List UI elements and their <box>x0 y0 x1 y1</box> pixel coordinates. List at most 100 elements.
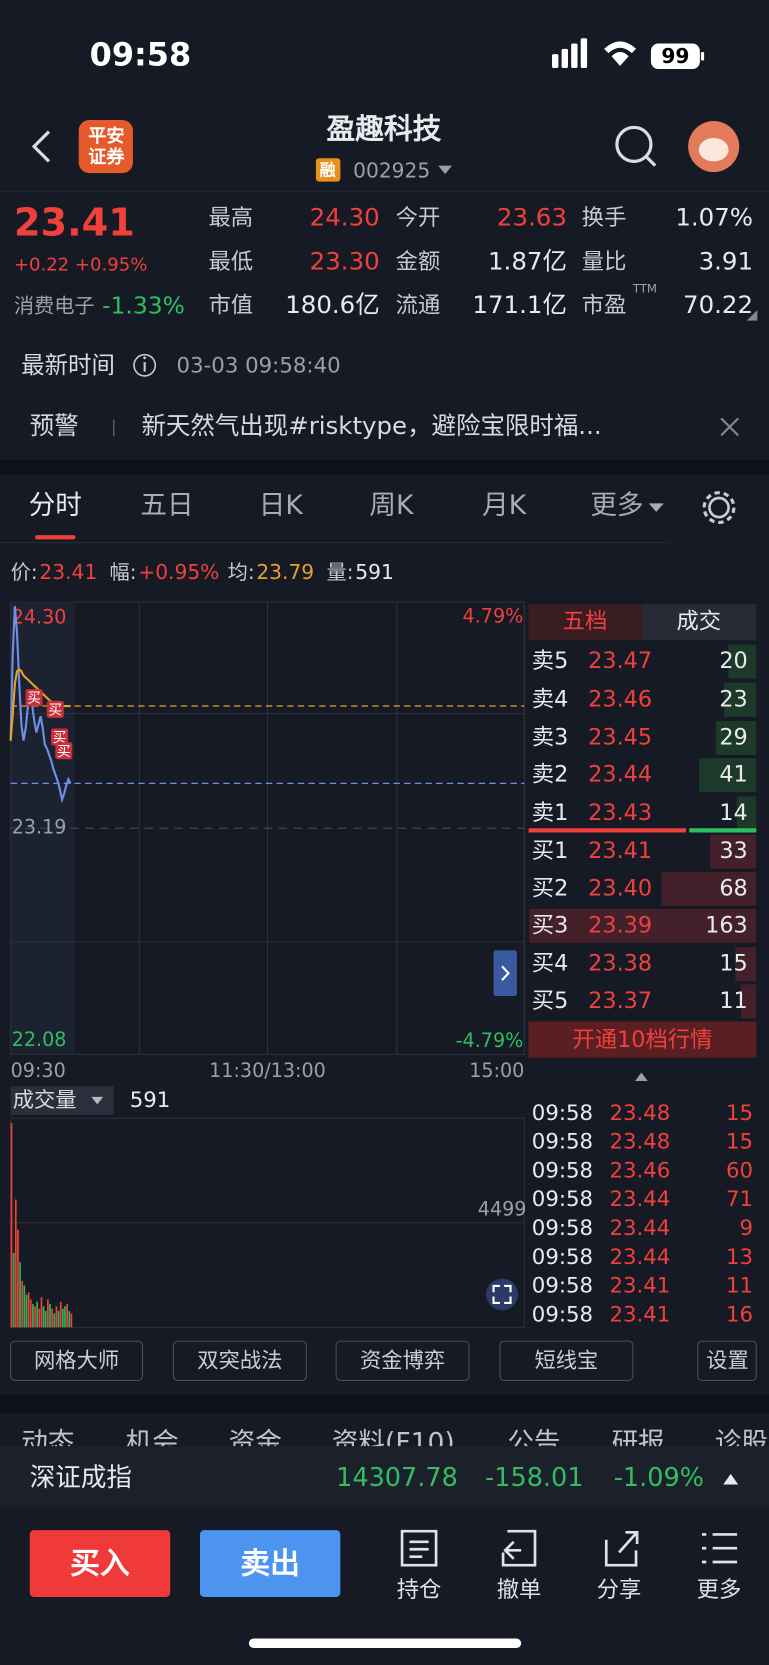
tool-label[interactable]: 短线宝 <box>534 1348 598 1373</box>
ratio-bar <box>689 828 757 833</box>
volume-bar <box>12 1252 15 1328</box>
y-tick-label: 22.08 <box>12 1028 67 1051</box>
sell-button[interactable] <box>199 1530 341 1598</box>
section-divider <box>0 1394 769 1414</box>
action-icon[interactable] <box>701 1533 738 1564</box>
chart-tab[interactable]: 月K <box>482 490 527 521</box>
section-tab[interactable]: 公告 <box>507 1428 560 1459</box>
volume-bar <box>17 1229 19 1328</box>
upgrade-label[interactable]: 开通10档行情 <box>572 1027 712 1053</box>
depth-bar <box>735 947 757 982</box>
chart-tab[interactable]: 周K <box>369 490 414 521</box>
trade-volume: 13 <box>726 1245 753 1270</box>
index-bar[interactable] <box>0 1446 769 1508</box>
tool-button[interactable] <box>335 1340 470 1381</box>
buy-label[interactable]: 买入 <box>70 1547 130 1582</box>
depth-bar <box>661 871 757 906</box>
section-tab[interactable]: 资金 <box>229 1428 282 1459</box>
chart-tab[interactable]: 更多 <box>590 490 643 521</box>
battery-level: 99 <box>661 44 689 68</box>
section-tab[interactable]: 动态 <box>21 1428 74 1459</box>
order-tab-active[interactable] <box>528 604 643 641</box>
back-button[interactable] <box>31 130 51 163</box>
search-icon[interactable] <box>615 125 653 163</box>
section-tab[interactable]: 研报 <box>612 1428 665 1459</box>
volume-bar <box>32 1304 34 1328</box>
stat-value: 1.87亿 <box>488 246 567 275</box>
section-tab[interactable]: 机会 <box>126 1428 179 1459</box>
chart-tab[interactable]: 分时 <box>29 490 82 521</box>
tool-button[interactable] <box>172 1340 307 1381</box>
info-icon[interactable] <box>133 353 157 377</box>
order-level: 买5 <box>532 988 569 1014</box>
section-divider <box>0 459 769 475</box>
info-label: 均: <box>228 560 255 584</box>
trade-time: 09:58 <box>532 1302 593 1327</box>
settings-gear[interactable] <box>708 496 730 519</box>
buy-marker <box>46 700 64 718</box>
alert-text[interactable]: 新天然气出现#risktype，避险宝限时福... <box>141 411 601 440</box>
volume-bar <box>36 1301 39 1328</box>
trade-volume: 15 <box>726 1101 753 1126</box>
action-icon[interactable] <box>501 1529 537 1567</box>
trade-price: 23.46 <box>609 1158 670 1183</box>
order-volume: 68 <box>719 875 747 901</box>
order-tab[interactable] <box>642 604 757 641</box>
volume-title[interactable]: 成交量 <box>13 1088 77 1113</box>
action-icon[interactable] <box>604 1530 639 1567</box>
tool-label[interactable]: 网格大师 <box>34 1348 119 1373</box>
upgrade-button[interactable] <box>528 1021 757 1058</box>
action-label[interactable]: 分享 <box>597 1577 642 1603</box>
trade-volume: 9 <box>740 1216 754 1241</box>
active-tab-indicator <box>35 535 76 540</box>
action-label[interactable]: 持仓 <box>397 1577 442 1603</box>
order-tab-label[interactable]: 成交 <box>676 609 721 635</box>
section-tab[interactable]: 资料(F10) <box>332 1428 455 1459</box>
buy-button[interactable] <box>29 1530 171 1598</box>
chart-tab[interactable]: 日K <box>259 490 304 521</box>
action-label[interactable]: 更多 <box>697 1577 742 1603</box>
tool-label[interactable]: 双突战法 <box>197 1348 282 1373</box>
price-change: +0.22 +0.95% <box>14 254 148 275</box>
update-time: 03-03 09:58:40 <box>177 353 341 378</box>
depth-bar <box>529 908 757 943</box>
action-icon[interactable] <box>400 1529 438 1567</box>
trade-price: 23.41 <box>609 1274 670 1299</box>
section-tab[interactable]: 诊股 <box>715 1428 768 1459</box>
dropdown-arrow <box>648 503 664 512</box>
close-button[interactable] <box>720 417 739 437</box>
settings-gear[interactable] <box>702 491 736 525</box>
sell-label[interactable]: 卖出 <box>240 1547 300 1582</box>
fullscreen-button[interactable] <box>486 1278 518 1311</box>
trade-time: 09:58 <box>532 1216 593 1241</box>
y-tick-label: 4499 <box>478 1198 527 1221</box>
volume-bar <box>68 1311 71 1328</box>
volume-bar <box>51 1308 54 1328</box>
order-level: 买3 <box>532 912 569 938</box>
tool-button[interactable] <box>499 1340 634 1381</box>
volume-bar <box>38 1308 41 1328</box>
expand-button[interactable] <box>493 950 517 997</box>
tool-label[interactable]: 设置 <box>706 1348 749 1373</box>
chart-tab[interactable]: 五日 <box>140 490 193 521</box>
depth-bar <box>728 644 757 679</box>
order-tab-label[interactable]: 五档 <box>563 609 608 635</box>
y-tick-label: 24.30 <box>12 606 67 629</box>
tool-button[interactable] <box>10 1340 144 1381</box>
expand-arrow <box>723 1473 739 1485</box>
scroll-arrow <box>634 1072 648 1081</box>
search-icon[interactable] <box>645 156 657 167</box>
depth-bar <box>715 721 757 755</box>
tool-button[interactable] <box>697 1340 757 1381</box>
tool-label[interactable]: 资金博弈 <box>360 1348 445 1373</box>
order-level: 卖4 <box>532 686 569 712</box>
sector-name: 消费电子 <box>14 293 95 317</box>
order-level: 卖5 <box>532 648 569 674</box>
last-price: 23.41 <box>14 201 135 246</box>
order-level: 卖1 <box>532 800 569 826</box>
buy-marker-label: 买 <box>53 730 67 746</box>
action-label[interactable]: 撤单 <box>497 1577 542 1603</box>
y2-tick-label: -4.79% <box>456 1029 524 1052</box>
